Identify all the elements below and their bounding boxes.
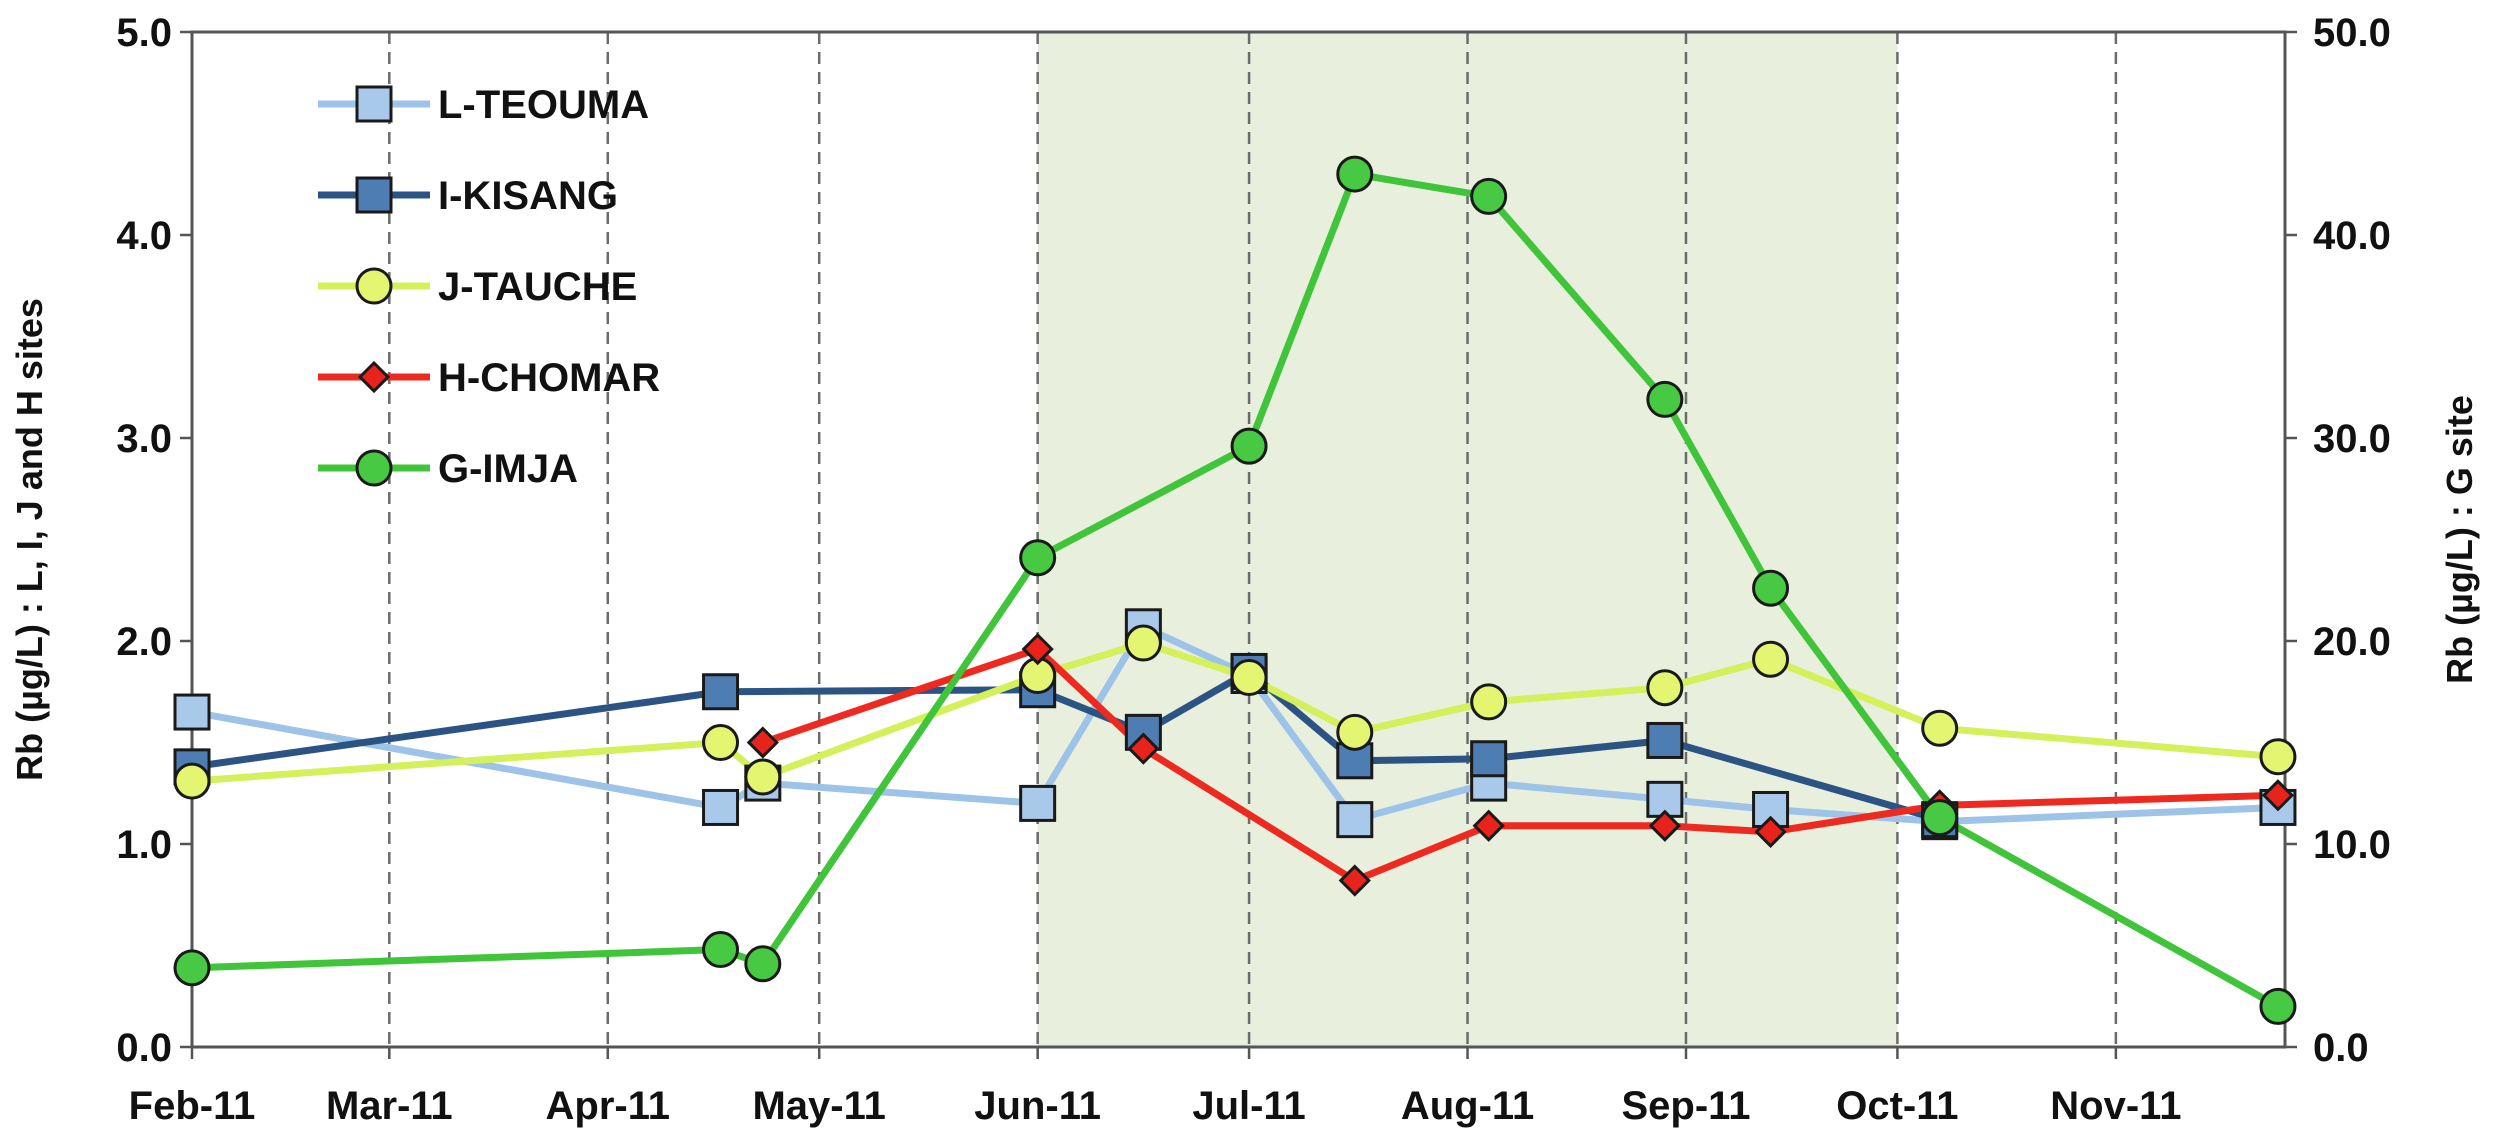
y-left-tick-label: 2.0 <box>116 620 172 664</box>
y-right-tick-label: 30.0 <box>2313 417 2391 461</box>
y-left-tick-label: 0.0 <box>116 1026 172 1070</box>
data-point-i-kisang <box>1470 740 1508 778</box>
x-tick-label-oct-11: Oct-11 <box>1836 1084 1958 1128</box>
data-point-l-teouma <box>702 788 740 826</box>
legend-label-i-kisang: I-KISANG <box>438 174 618 218</box>
y-left-tick-label: 3.0 <box>116 417 172 461</box>
data-point-i-kisang <box>1646 721 1684 759</box>
data-point-h-chomar <box>1338 864 1371 897</box>
data-point-j-tauche <box>702 724 740 761</box>
y-left-tick-label: 4.0 <box>116 214 172 258</box>
x-tick-label-feb-11: Feb-11 <box>129 1084 256 1128</box>
data-point-g-imja <box>173 949 211 987</box>
data-point-g-imja <box>744 945 782 983</box>
data-point-h-chomar <box>2261 779 2295 812</box>
y-right-tick-label: 50.0 <box>2313 11 2391 55</box>
legend-marker-h-chomar <box>357 360 391 394</box>
legend-marker-g-imja <box>355 449 393 487</box>
data-point-h-chomar <box>1648 809 1681 842</box>
x-tick-label-nov-11: Nov-11 <box>2050 1084 2181 1128</box>
data-point-l-teouma <box>1019 784 1057 822</box>
data-point-g-imja <box>1470 177 1508 215</box>
data-point-j-tauche <box>1230 659 1268 697</box>
x-tick-label-apr-11: Apr-11 <box>546 1084 671 1128</box>
legend-marker-i-kisang <box>355 176 393 214</box>
data-point-g-imja <box>1019 539 1057 577</box>
data-point-h-chomar <box>1754 815 1787 848</box>
legend-marker-j-tauche <box>355 267 393 305</box>
data-point-g-imja <box>1646 380 1684 418</box>
x-tick-label-sep-11: Sep-11 <box>1622 1084 1751 1128</box>
legend-marker-l-teouma <box>355 85 393 123</box>
y-right-tick-label: 40.0 <box>2313 214 2391 258</box>
data-point-g-imja <box>2259 987 2297 1025</box>
x-tick-label-mar-11: Mar-11 <box>326 1084 453 1128</box>
data-point-j-tauche <box>744 758 782 796</box>
data-point-l-teouma <box>173 693 211 731</box>
x-tick-label-jul-11: Jul-11 <box>1192 1084 1305 1128</box>
y-left-tick-label: 5.0 <box>116 11 172 55</box>
data-point-j-tauche <box>1752 640 1790 678</box>
y-left-tick-label: 1.0 <box>116 823 172 867</box>
data-point-h-chomar <box>1127 732 1160 765</box>
plot-frame <box>190 30 2287 1049</box>
data-point-j-tauche <box>1124 624 1162 662</box>
data-point-j-tauche <box>1921 709 1959 747</box>
data-point-j-tauche <box>1470 683 1508 721</box>
series-markers-layer <box>173 155 2297 1025</box>
data-point-i-kisang <box>702 673 740 711</box>
data-point-j-tauche <box>173 762 211 800</box>
data-point-h-chomar <box>746 726 779 759</box>
legend-label-g-imja: G-IMJA <box>438 447 578 491</box>
legend: L-TEOUMA I-KISANG J-TAUCHE H-CHOMAR G-IMJA <box>318 83 660 491</box>
data-point-l-teouma <box>1336 801 1374 839</box>
data-point-g-imja <box>1921 799 1959 837</box>
axes-layer <box>180 30 2297 1059</box>
y-right-tick-label: 10.0 <box>2313 823 2391 867</box>
x-tick-label-may-11: May-11 <box>752 1084 885 1128</box>
legend-label-l-teouma: L-TEOUMA <box>438 83 649 127</box>
x-tick-label-aug-11: Aug-11 <box>1401 1084 1534 1128</box>
x-tick-label-jun-11: Jun-11 <box>974 1084 1101 1128</box>
data-point-g-imja <box>1336 155 1374 193</box>
data-point-h-chomar <box>1472 809 1505 842</box>
y-right-tick-label: 0.0 <box>2313 1026 2369 1070</box>
y-right-tick-label: 20.0 <box>2313 620 2391 664</box>
data-point-g-imja <box>702 931 740 969</box>
data-point-g-imja <box>1230 427 1268 465</box>
legend-label-j-tauche: J-TAUCHE <box>438 265 637 309</box>
y-right-axis-title: Rb (µg/L) : G site <box>2439 395 2480 684</box>
data-point-j-tauche <box>1646 669 1684 707</box>
data-point-j-tauche <box>1336 713 1374 751</box>
tick-label-layer: Feb-11 Mar-11 Apr-11 May-11 Jun-11 Jul-11 Aug-… <box>116 11 2390 1128</box>
data-point-g-imja <box>1752 569 1790 607</box>
legend-label-h-chomar: H-CHOMAR <box>438 356 660 400</box>
data-point-h-chomar <box>1021 632 1054 666</box>
y-left-axis-title: Rb (µg/L) : L, I, J and H sites <box>9 298 50 781</box>
data-point-j-tauche <box>2259 738 2297 776</box>
axis-title-layer: Rb (µg/L) : L, I, J and H sites Rb (µg/L)… <box>9 298 2480 781</box>
